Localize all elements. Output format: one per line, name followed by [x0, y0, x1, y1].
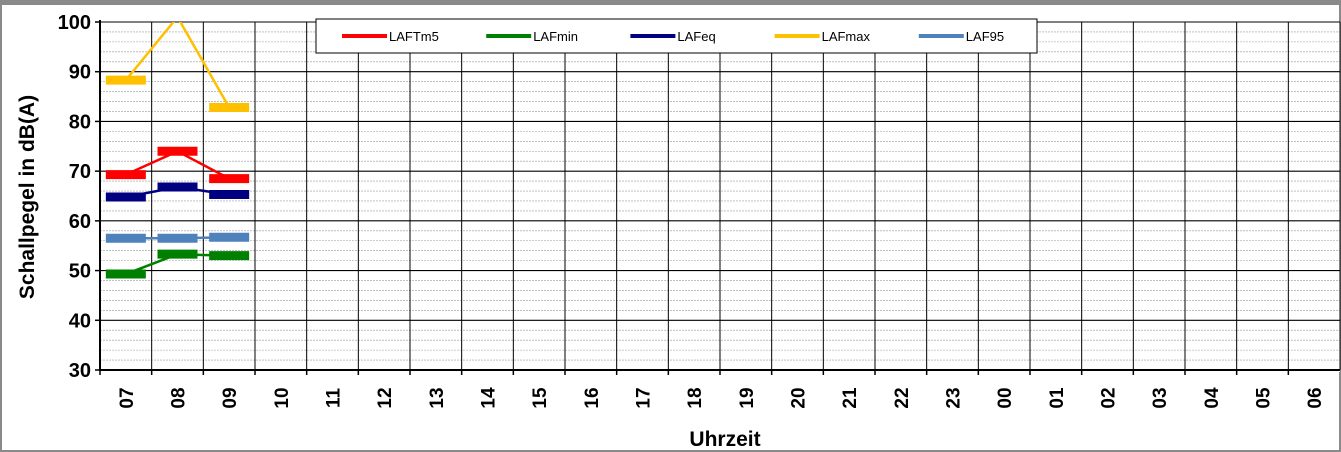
legend-box — [315, 18, 1038, 54]
x-tick-label: 07 — [117, 387, 138, 408]
legend: LAFTm5 LAFmin LAFeq LAFmax LAF95 — [315, 18, 1038, 54]
y-tick-label: 60 — [69, 211, 91, 233]
y-tick-label: 70 — [69, 161, 91, 183]
x-tick-label: 20 — [789, 387, 810, 408]
series-layer — [105, 22, 250, 279]
y-axis-tick-labels: 30 40 50 60 70 80 90 100 — [58, 12, 91, 382]
x-tick-label: 16 — [582, 387, 603, 408]
legend-label-laf95: LAF95 — [966, 29, 1004, 44]
x-tick-label: 06 — [1305, 387, 1326, 408]
legend-label-lafmin: LAFmin — [533, 29, 578, 44]
y-tick-label: 30 — [69, 360, 91, 382]
legend-label-lafeq: LAFeq — [677, 29, 715, 44]
x-tick-label: 18 — [685, 387, 706, 408]
x-tick-label: 19 — [737, 387, 758, 408]
x-tick-label: 22 — [892, 387, 913, 408]
y-tick-label: 100 — [58, 12, 91, 34]
x-tick-label: 17 — [634, 387, 655, 408]
x-axis-tick-labels: 07 08 09 10 11 12 13 14 15 16 17 18 19 20 21 22 23 00 01 02… — [117, 387, 1326, 409]
axes — [95, 20, 1340, 375]
x-tick-label: 11 — [324, 388, 345, 409]
x-tick-label: 13 — [427, 387, 448, 408]
y-axis-title: Schallpegel in dB(A) — [16, 95, 39, 299]
x-tick-label: 10 — [272, 387, 293, 408]
y-tick-label: 90 — [69, 62, 91, 84]
y-tick-label: 40 — [69, 310, 91, 332]
x-tick-label: 14 — [479, 387, 500, 409]
legend-label-laftm5: LAFTm5 — [389, 29, 439, 44]
x-axis-title: Uhrzeit — [689, 428, 760, 451]
major-gridlines — [100, 21, 1341, 370]
x-tick-label: 00 — [995, 387, 1016, 408]
x-tick-label: 02 — [1099, 387, 1120, 408]
y-tick-label: 50 — [69, 261, 91, 283]
x-tick-label: 08 — [169, 387, 190, 408]
x-tick-label: 23 — [944, 387, 965, 408]
series-line-lafmax — [124, 22, 231, 109]
legend-label-lafmax: LAFmax — [822, 29, 871, 44]
y-tick-label: 80 — [69, 111, 91, 133]
x-tick-label: 12 — [375, 387, 396, 408]
x-tick-label: 03 — [1150, 387, 1171, 408]
x-tick-label: 05 — [1254, 387, 1275, 409]
x-tick-label: 15 — [530, 387, 551, 409]
x-tick-label: 04 — [1202, 387, 1223, 409]
x-tick-label: 09 — [220, 387, 241, 408]
x-tick-label: 21 — [840, 387, 861, 409]
x-tick-label: 01 — [1047, 387, 1068, 409]
